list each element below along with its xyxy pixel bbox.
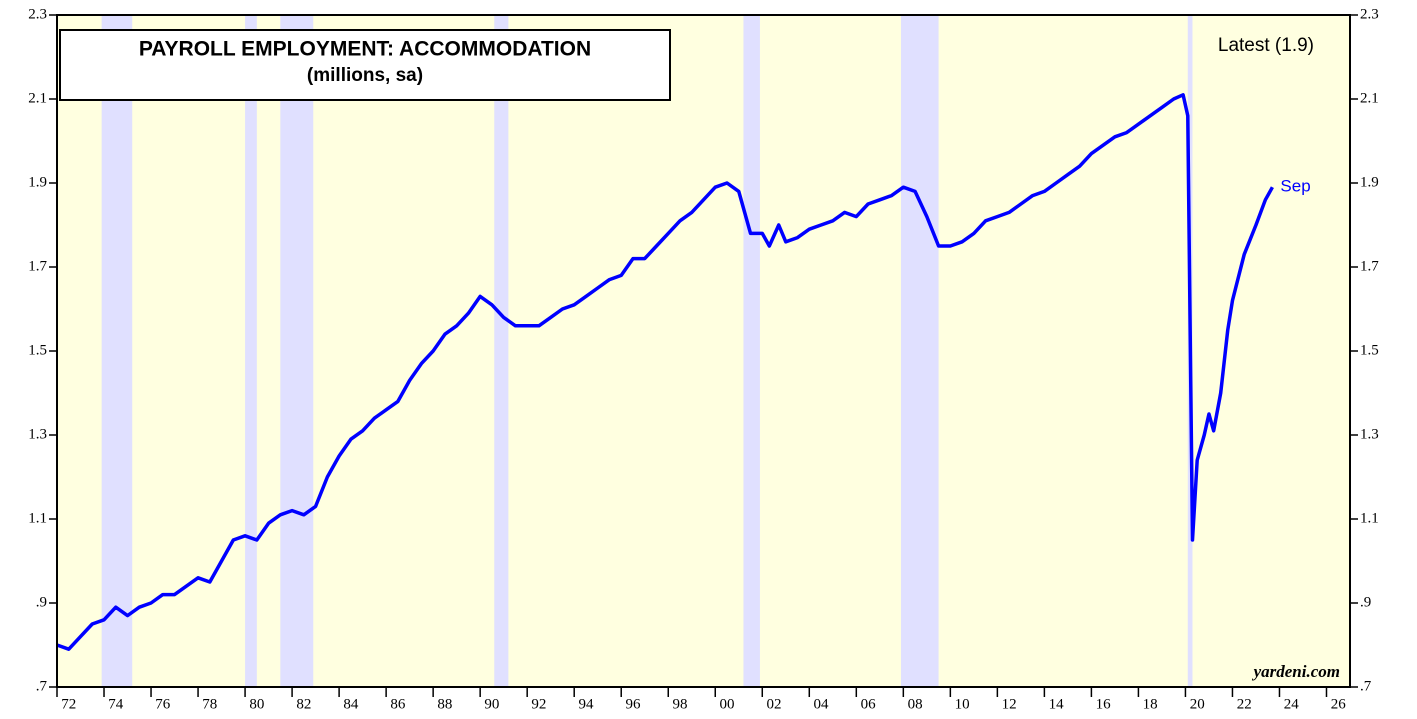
x-tick-label: 02: [767, 696, 782, 712]
y-tick-label: .7: [36, 678, 48, 694]
x-tick-label: 82: [296, 696, 311, 712]
y-tick-label: 1.1: [28, 510, 47, 526]
x-tick-label: 88: [437, 696, 452, 712]
recession-band: [494, 15, 509, 687]
y2-tick-label: .9: [1360, 594, 1371, 610]
x-tick-label: 14: [1049, 696, 1065, 712]
chart-subtitle: (millions, sa): [307, 65, 423, 86]
y2-tick-label: 1.1: [1360, 510, 1379, 526]
plot-frame: [56, 14, 1351, 688]
x-tick-label: 74: [108, 696, 124, 712]
latest-label: Latest (1.9): [1218, 35, 1314, 56]
x-tick-label: 08: [908, 696, 923, 712]
x-tick-label: 92: [531, 696, 546, 712]
y-tick-label: 1.5: [28, 342, 47, 358]
x-tick-label: 98: [672, 696, 687, 712]
recession-band: [900, 15, 939, 687]
y-tick-label: 2.3: [28, 6, 47, 22]
x-tick-label: 86: [390, 696, 406, 712]
title-box: [59, 29, 671, 101]
x-tick-label: 72: [61, 696, 76, 712]
y2-tick-label: 1.3: [1360, 426, 1379, 442]
recession-band: [245, 15, 257, 687]
y-tick-label: 1.9: [28, 174, 47, 190]
x-tick-label: 26: [1331, 696, 1347, 712]
y2-tick-label: 2.3: [1360, 6, 1379, 22]
source: yardeni.com: [1252, 662, 1340, 681]
x-tick-label: 04: [814, 696, 830, 712]
x-tick-label: 78: [202, 696, 217, 712]
x-tick-label: 22: [1237, 696, 1252, 712]
data-line: [56, 93, 1274, 651]
y-tick-label: 2.1: [28, 90, 47, 106]
y2-tick-label: 1.5: [1360, 342, 1379, 358]
y-tick-label: 1.3: [28, 426, 47, 442]
y2-tick-label: 2.1: [1360, 90, 1379, 106]
x-tick-label: 06: [861, 696, 877, 712]
recession-band: [101, 15, 133, 687]
x-tick-label: 80: [249, 696, 264, 712]
y2-tick-label: .7: [1360, 678, 1372, 694]
chart-title: PAYROLL EMPLOYMENT: ACCOMMODATION: [139, 38, 591, 61]
x-tick-label: 16: [1096, 696, 1112, 712]
end-label: Sep: [1280, 177, 1310, 196]
x-tick-label: 00: [720, 696, 735, 712]
x-tick-label: 20: [1190, 696, 1205, 712]
y-tick-label: .9: [36, 594, 47, 610]
recession-band: [280, 15, 314, 687]
x-tick-label: 10: [955, 696, 970, 712]
x-tick-label: 76: [155, 696, 171, 712]
x-tick-label: 12: [1002, 696, 1017, 712]
recession-band: [743, 15, 760, 687]
x-tick-label: 96: [625, 696, 641, 712]
y-tick-label: 1.7: [28, 258, 47, 274]
x-tick-label: 84: [343, 696, 359, 712]
x-tick-label: 24: [1284, 696, 1300, 712]
x-tick-label: 94: [578, 696, 594, 712]
y2-tick-label: 1.7: [1360, 258, 1379, 274]
x-tick-label: 18: [1143, 696, 1158, 712]
x-tick-label: 90: [484, 696, 499, 712]
y2-tick-label: 1.9: [1360, 174, 1379, 190]
